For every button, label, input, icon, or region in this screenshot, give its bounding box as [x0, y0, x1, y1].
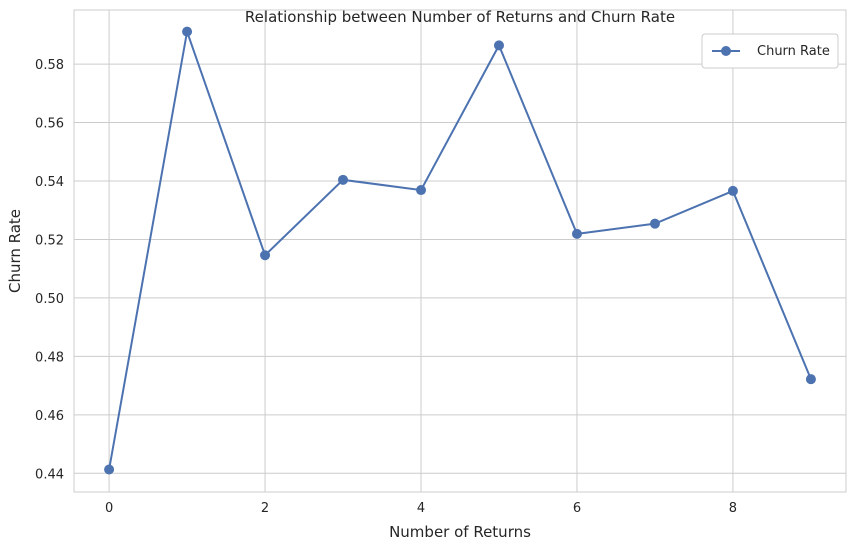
y-tick-label: 0.58: [35, 58, 64, 73]
y-tick-label: 0.44: [35, 467, 64, 482]
data-point: [416, 185, 427, 196]
y-tick-label: 0.46: [35, 409, 64, 424]
x-axis-title: Number of Returns: [389, 523, 531, 541]
y-tick-label: 0.56: [35, 117, 64, 132]
y-tick-label: 0.54: [35, 175, 64, 190]
data-point: [493, 40, 504, 51]
data-point: [104, 464, 115, 475]
legend-marker-swatch: [721, 46, 731, 56]
x-tick-label: 6: [573, 501, 581, 516]
data-point: [260, 250, 271, 261]
legend-box: [701, 33, 839, 69]
legend-label: Churn Rate: [757, 44, 830, 59]
y-axis-title: Churn Rate: [6, 209, 24, 293]
x-tick-label: 0: [105, 501, 113, 516]
data-point: [649, 218, 660, 229]
y-tick-label: 0.52: [35, 233, 64, 248]
data-point: [727, 185, 738, 196]
series-layer: [104, 26, 816, 475]
x-axis-ticks: 0 2 4 6 8: [105, 501, 737, 516]
y-axis-ticks: 0.44 0.46 0.48 0.50 0.52 0.54 0.56 0.58: [35, 58, 64, 482]
legend: Churn Rate: [701, 33, 839, 69]
y-tick-label: 0.50: [35, 292, 64, 307]
series-line: [108, 27, 812, 470]
data-point: [182, 26, 193, 37]
data-point: [805, 374, 816, 385]
data-point: [571, 228, 582, 239]
y-tick-label: 0.48: [35, 350, 64, 365]
data-point: [338, 174, 349, 185]
x-tick-label: 2: [261, 501, 269, 516]
chart-title: Relationship between Number of Returns a…: [245, 8, 675, 26]
plot-area: [73, 9, 847, 493]
x-tick-label: 8: [729, 501, 737, 516]
x-tick-label: 4: [417, 501, 425, 516]
